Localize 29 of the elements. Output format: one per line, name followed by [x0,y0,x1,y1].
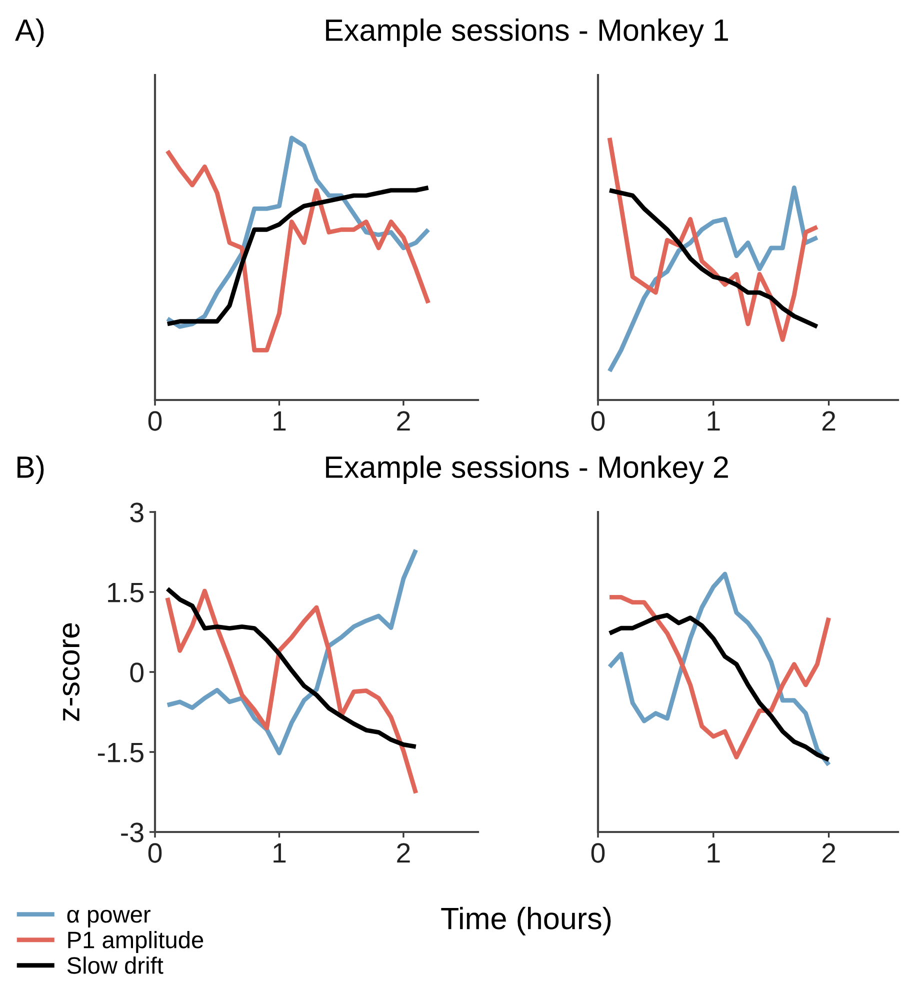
x-tick-label: 1 [708,411,720,431]
y-tick-label: -1.5 [98,742,144,762]
y-tick-label: -3 [121,822,144,842]
legend-label: P1 amplitude [68,930,204,954]
legend-label: α power [67,910,150,928]
chart-title: Example sessions - Monkey 1 [326,18,728,48]
y-axis-title: z-score [62,623,80,721]
text: B) [18,456,44,484]
x-axis-title: Time (hours) [441,906,611,936]
x-tick-label: 0 [591,843,605,863]
line-series [165,548,418,756]
x-tick-label: 1 [274,843,286,863]
x-tick-label: 0 [148,843,162,863]
x-tick-label: 0 [148,411,162,431]
line-series [165,586,418,749]
line-series [165,588,418,796]
text: A) [15,18,44,48]
y-tick-label: 3 [130,502,144,522]
x-tick-label: 2 [822,843,836,863]
y-tick-label: 0 [130,662,144,682]
x-tick-label: 2 [397,411,410,431]
y-tick-label: 1.5 [108,582,144,602]
legend-label: Slow drift [67,956,164,974]
x-tick-label: 2 [397,843,410,863]
x-tick-label: 2 [822,411,836,431]
chart-title: Example sessions - Monkey 2 [326,456,728,484]
x-tick-label: 1 [274,411,286,431]
x-tick-label: 1 [708,843,720,863]
x-tick-label: 0 [591,411,605,431]
